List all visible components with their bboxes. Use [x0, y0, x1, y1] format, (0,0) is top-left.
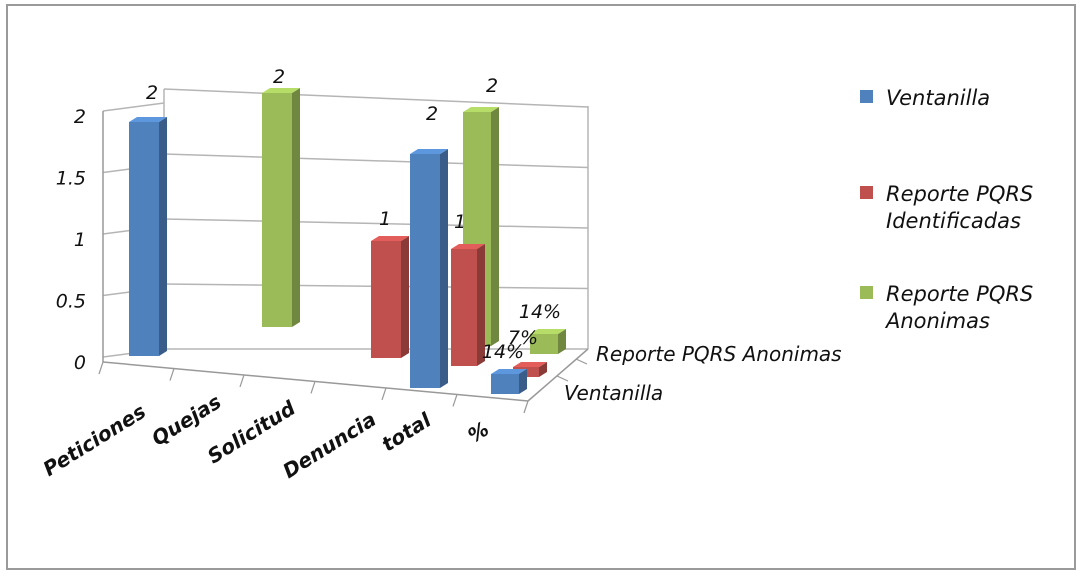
bar-reporte-pqrs-anonimas-pct-top — [530, 329, 566, 334]
category-label: Peticiones — [39, 399, 150, 481]
bar-ventanilla-peticiones-side — [159, 117, 167, 356]
bar-ventanilla-pct-front — [491, 374, 519, 394]
bar-ventanilla-pct — [491, 369, 527, 394]
depth-label: Ventanilla — [564, 381, 663, 405]
gridline-back-wall — [163, 88, 589, 108]
bar-reporte-pqrs-identificadas-total-front — [451, 249, 477, 366]
bar-ventanilla-total-front — [410, 154, 440, 388]
bars — [129, 88, 566, 394]
category-label: total — [377, 407, 436, 456]
data-label: 14% — [482, 341, 524, 363]
bar-reporte-pqrs-anonimas-total-top — [463, 107, 499, 112]
floor-right — [527, 348, 589, 402]
bar-reporte-pqrs-identificadas-denuncia-top — [371, 236, 409, 241]
data-labels: 2 2 14% 1 1 7% 2 2 14% — [146, 66, 561, 363]
bar-reporte-pqrs-identificadas-total-top — [451, 244, 485, 249]
depth-tick — [556, 375, 569, 382]
bar-reporte-pqrs-anonimas-pct-front — [530, 334, 558, 354]
y-tick-label: 0 — [74, 352, 86, 374]
bar-reporte-pqrs-anonimas-solicitud — [262, 88, 300, 327]
legend-swatch — [860, 286, 873, 299]
gridline-back-wall — [163, 218, 589, 229]
bar-reporte-pqrs-identificadas-denuncia — [371, 236, 409, 358]
legend-label: Reporte PQRS Identificadas — [886, 182, 1033, 233]
bar-ventanilla-total — [410, 149, 448, 388]
bar-reporte-pqrs-anonimas-pct-side — [558, 329, 566, 354]
bar-reporte-pqrs-identificadas-total-side — [477, 244, 485, 366]
category-tick — [523, 400, 529, 414]
chart-frame: 0 0.5 1 1.5 2 2 2 14% 1 1 7% 2 2 14% Peticiones Queja… — [6, 4, 1076, 570]
depth-tick — [575, 358, 588, 365]
legend-label: Reporte PQRS Anonimas — [884, 282, 1033, 333]
data-label: 2 — [146, 82, 158, 104]
bar-reporte-pqrs-anonimas-solicitud-top — [262, 88, 300, 93]
y-tick-label: 1.5 — [56, 168, 86, 190]
depth-label: Reporte PQRS Anonimas — [596, 342, 842, 366]
bar-reporte-pqrs-identificadas-denuncia-front — [371, 241, 401, 358]
chart: 0 0.5 1 1.5 2 2 2 14% 1 1 7% 2 2 14% PeticionesQueja… — [39, 66, 1034, 483]
category-tick — [98, 361, 104, 375]
gridline-left-wall — [102, 102, 165, 112]
legend-swatch — [860, 90, 873, 103]
bar-ventanilla-total-top — [410, 149, 448, 154]
bar-ventanilla-peticiones — [129, 117, 167, 356]
bar-reporte-pqrs-identificadas-total — [451, 244, 485, 366]
category-tick — [169, 368, 175, 381]
bar-ventanilla-peticiones-top — [129, 117, 167, 122]
bar-ventanilla-total-side — [440, 149, 448, 388]
data-label: 1 — [454, 211, 466, 233]
legend-swatch — [860, 186, 873, 199]
data-label: 1 — [379, 208, 391, 230]
bar-ventanilla-pct-top — [491, 369, 527, 374]
bar-ventanilla-pct-side — [519, 369, 527, 394]
data-label: 2 — [486, 75, 498, 97]
data-label: 2 — [426, 103, 438, 125]
legend-label: Ventanilla — [886, 86, 990, 110]
data-label: 14% — [519, 301, 561, 323]
y-tick-label: 0.5 — [56, 291, 86, 313]
bar-reporte-pqrs-anonimas-total-side — [491, 107, 499, 346]
category-tick — [239, 374, 245, 388]
data-label: 7% — [508, 327, 538, 349]
y-tick-label: 1 — [74, 229, 86, 251]
grid — [98, 88, 589, 414]
category-label: % — [463, 417, 493, 448]
legend: Ventanilla Reporte PQRS Identificadas Repor… — [860, 86, 1033, 333]
y-tick-label: 2 — [74, 106, 86, 128]
data-label: 2 — [273, 66, 285, 88]
bar-reporte-pqrs-anonimas-solicitud-side — [292, 88, 300, 327]
bar-reporte-pqrs-identificadas-denuncia-side — [401, 236, 409, 358]
category-tick — [310, 381, 316, 394]
y-axis-ticks: 0 0.5 1 1.5 2 — [56, 106, 86, 374]
depth-axis-labels: Reporte PQRS Anonimas Ventanilla — [564, 342, 842, 405]
bar-reporte-pqrs-anonimas-solicitud-front — [262, 93, 292, 327]
category-tick — [452, 394, 458, 407]
floor-front — [102, 361, 529, 402]
bar-reporte-pqrs-anonimas-pct — [530, 329, 566, 354]
category-tick — [381, 387, 387, 401]
bar-ventanilla-peticiones-front — [129, 122, 159, 356]
gridline-back-wall — [163, 153, 589, 169]
bar-reporte-pqrs-identificadas-pct-top — [513, 362, 547, 367]
